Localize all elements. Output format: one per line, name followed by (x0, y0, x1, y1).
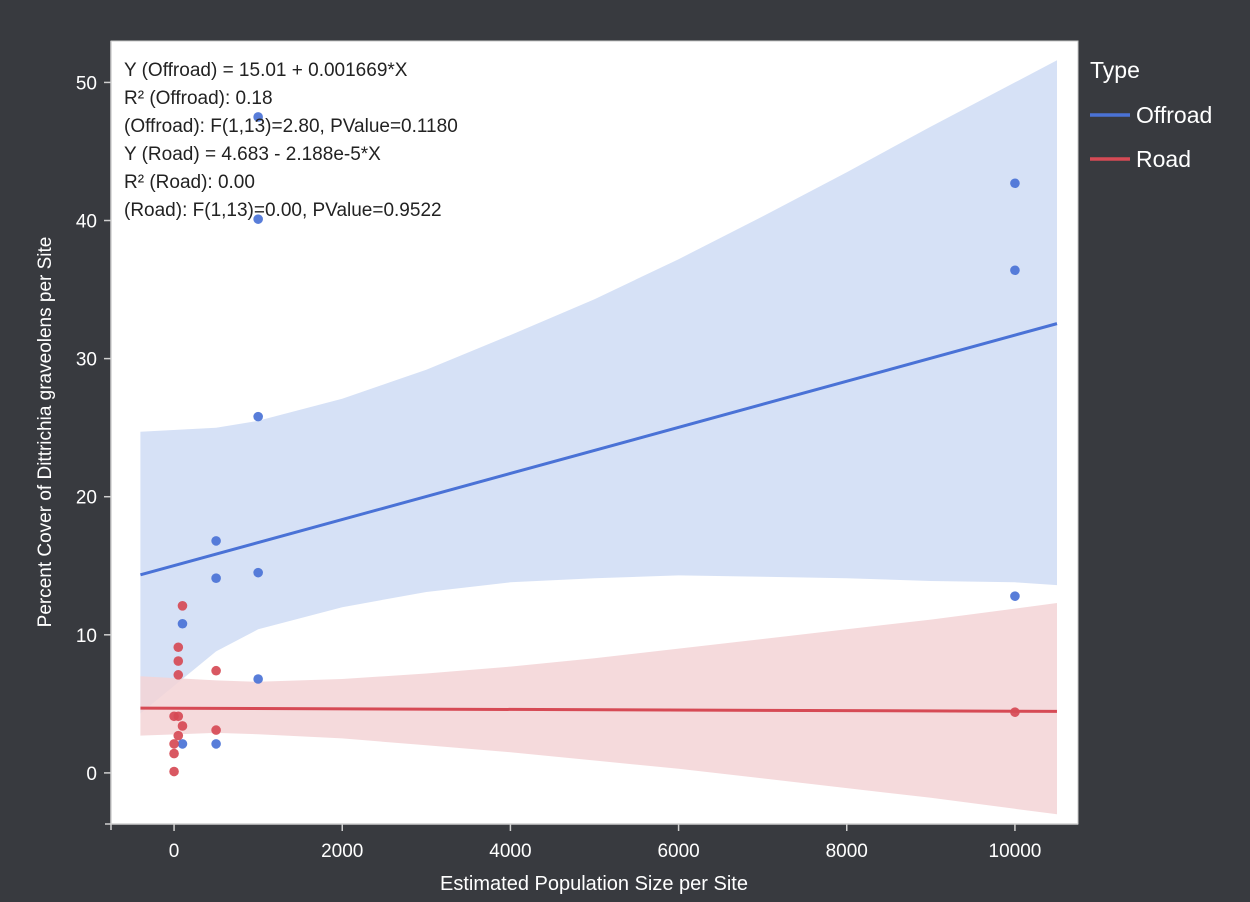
regression-annotation-line: R² (Offroad): 0.18 (124, 88, 273, 109)
offroad-data-point (1010, 591, 1020, 601)
y-tick-label: 10 (76, 626, 97, 647)
road-data-point (169, 748, 179, 759)
road-data-point (169, 766, 179, 777)
y-tick-label: 20 (76, 488, 97, 509)
y-tick-label: 0 (86, 764, 97, 785)
y-tick-label: 50 (76, 73, 97, 94)
x-tick-label: 0 (169, 841, 180, 862)
road-data-point (211, 725, 221, 735)
y-axis-label: Percent Cover of Dittrichia graveolens p… (35, 237, 56, 628)
regression-annotation-line: R² (Road): 0.00 (124, 172, 255, 193)
offroad-data-point (177, 618, 188, 629)
offroad-legend-label: Offroad (1136, 102, 1212, 128)
offroad-data-point (1010, 178, 1020, 189)
legend-title: Type (1090, 57, 1140, 83)
offroad-data-point (253, 112, 263, 122)
road-data-point (1010, 707, 1020, 717)
legend: Type Offroad Road (1090, 57, 1212, 172)
road-data-point (173, 656, 184, 666)
road-data-point (177, 601, 188, 611)
regression-annotation-line: Y (Offroad) = 15.01 + 0.001669*X (124, 60, 408, 81)
offroad-regression-line (140, 322, 1058, 577)
offroad-data-point (253, 567, 263, 578)
road-data-point (173, 730, 184, 741)
offroad-data-point (211, 739, 221, 749)
regression-annotation-line: (Road): F(1,13)=0.00, PValue=0.9522 (124, 200, 442, 221)
offroad-data-point (253, 674, 263, 684)
road-data-point (173, 670, 184, 680)
x-tick-label: 10000 (989, 841, 1042, 862)
road-regression-line (140, 706, 1057, 713)
x-tick-label: 2000 (321, 841, 363, 862)
regression-annotation-line: Y (Road) = 4.683 - 2.188e-5*X (124, 144, 381, 165)
offroad-data-point (211, 573, 221, 583)
offroad-data-point (177, 739, 188, 749)
offroad-data-point (1010, 265, 1020, 276)
road-data-point (169, 739, 179, 749)
regression-annotation-line: (Offroad): F(1,13)=2.80, PValue=0.1180 (124, 116, 458, 137)
road-data-point (211, 665, 221, 676)
road-data-point (173, 711, 184, 722)
y-tick-label: 40 (76, 212, 97, 233)
road-data-point (173, 642, 184, 653)
road-legend-label: Road (1136, 146, 1191, 172)
x-axis-label: Estimated Population Size per Site (440, 873, 748, 895)
x-tick-label: 4000 (489, 841, 531, 862)
y-tick-label: 30 (76, 350, 97, 371)
offroad-data-point (253, 214, 263, 224)
x-tick-label: 8000 (826, 841, 868, 862)
offroad-data-point (211, 536, 221, 546)
road-data-point (177, 721, 188, 731)
x-tick-label: 6000 (657, 841, 699, 862)
offroad-data-point (253, 411, 263, 422)
offroad-confidence-band (140, 60, 1057, 714)
